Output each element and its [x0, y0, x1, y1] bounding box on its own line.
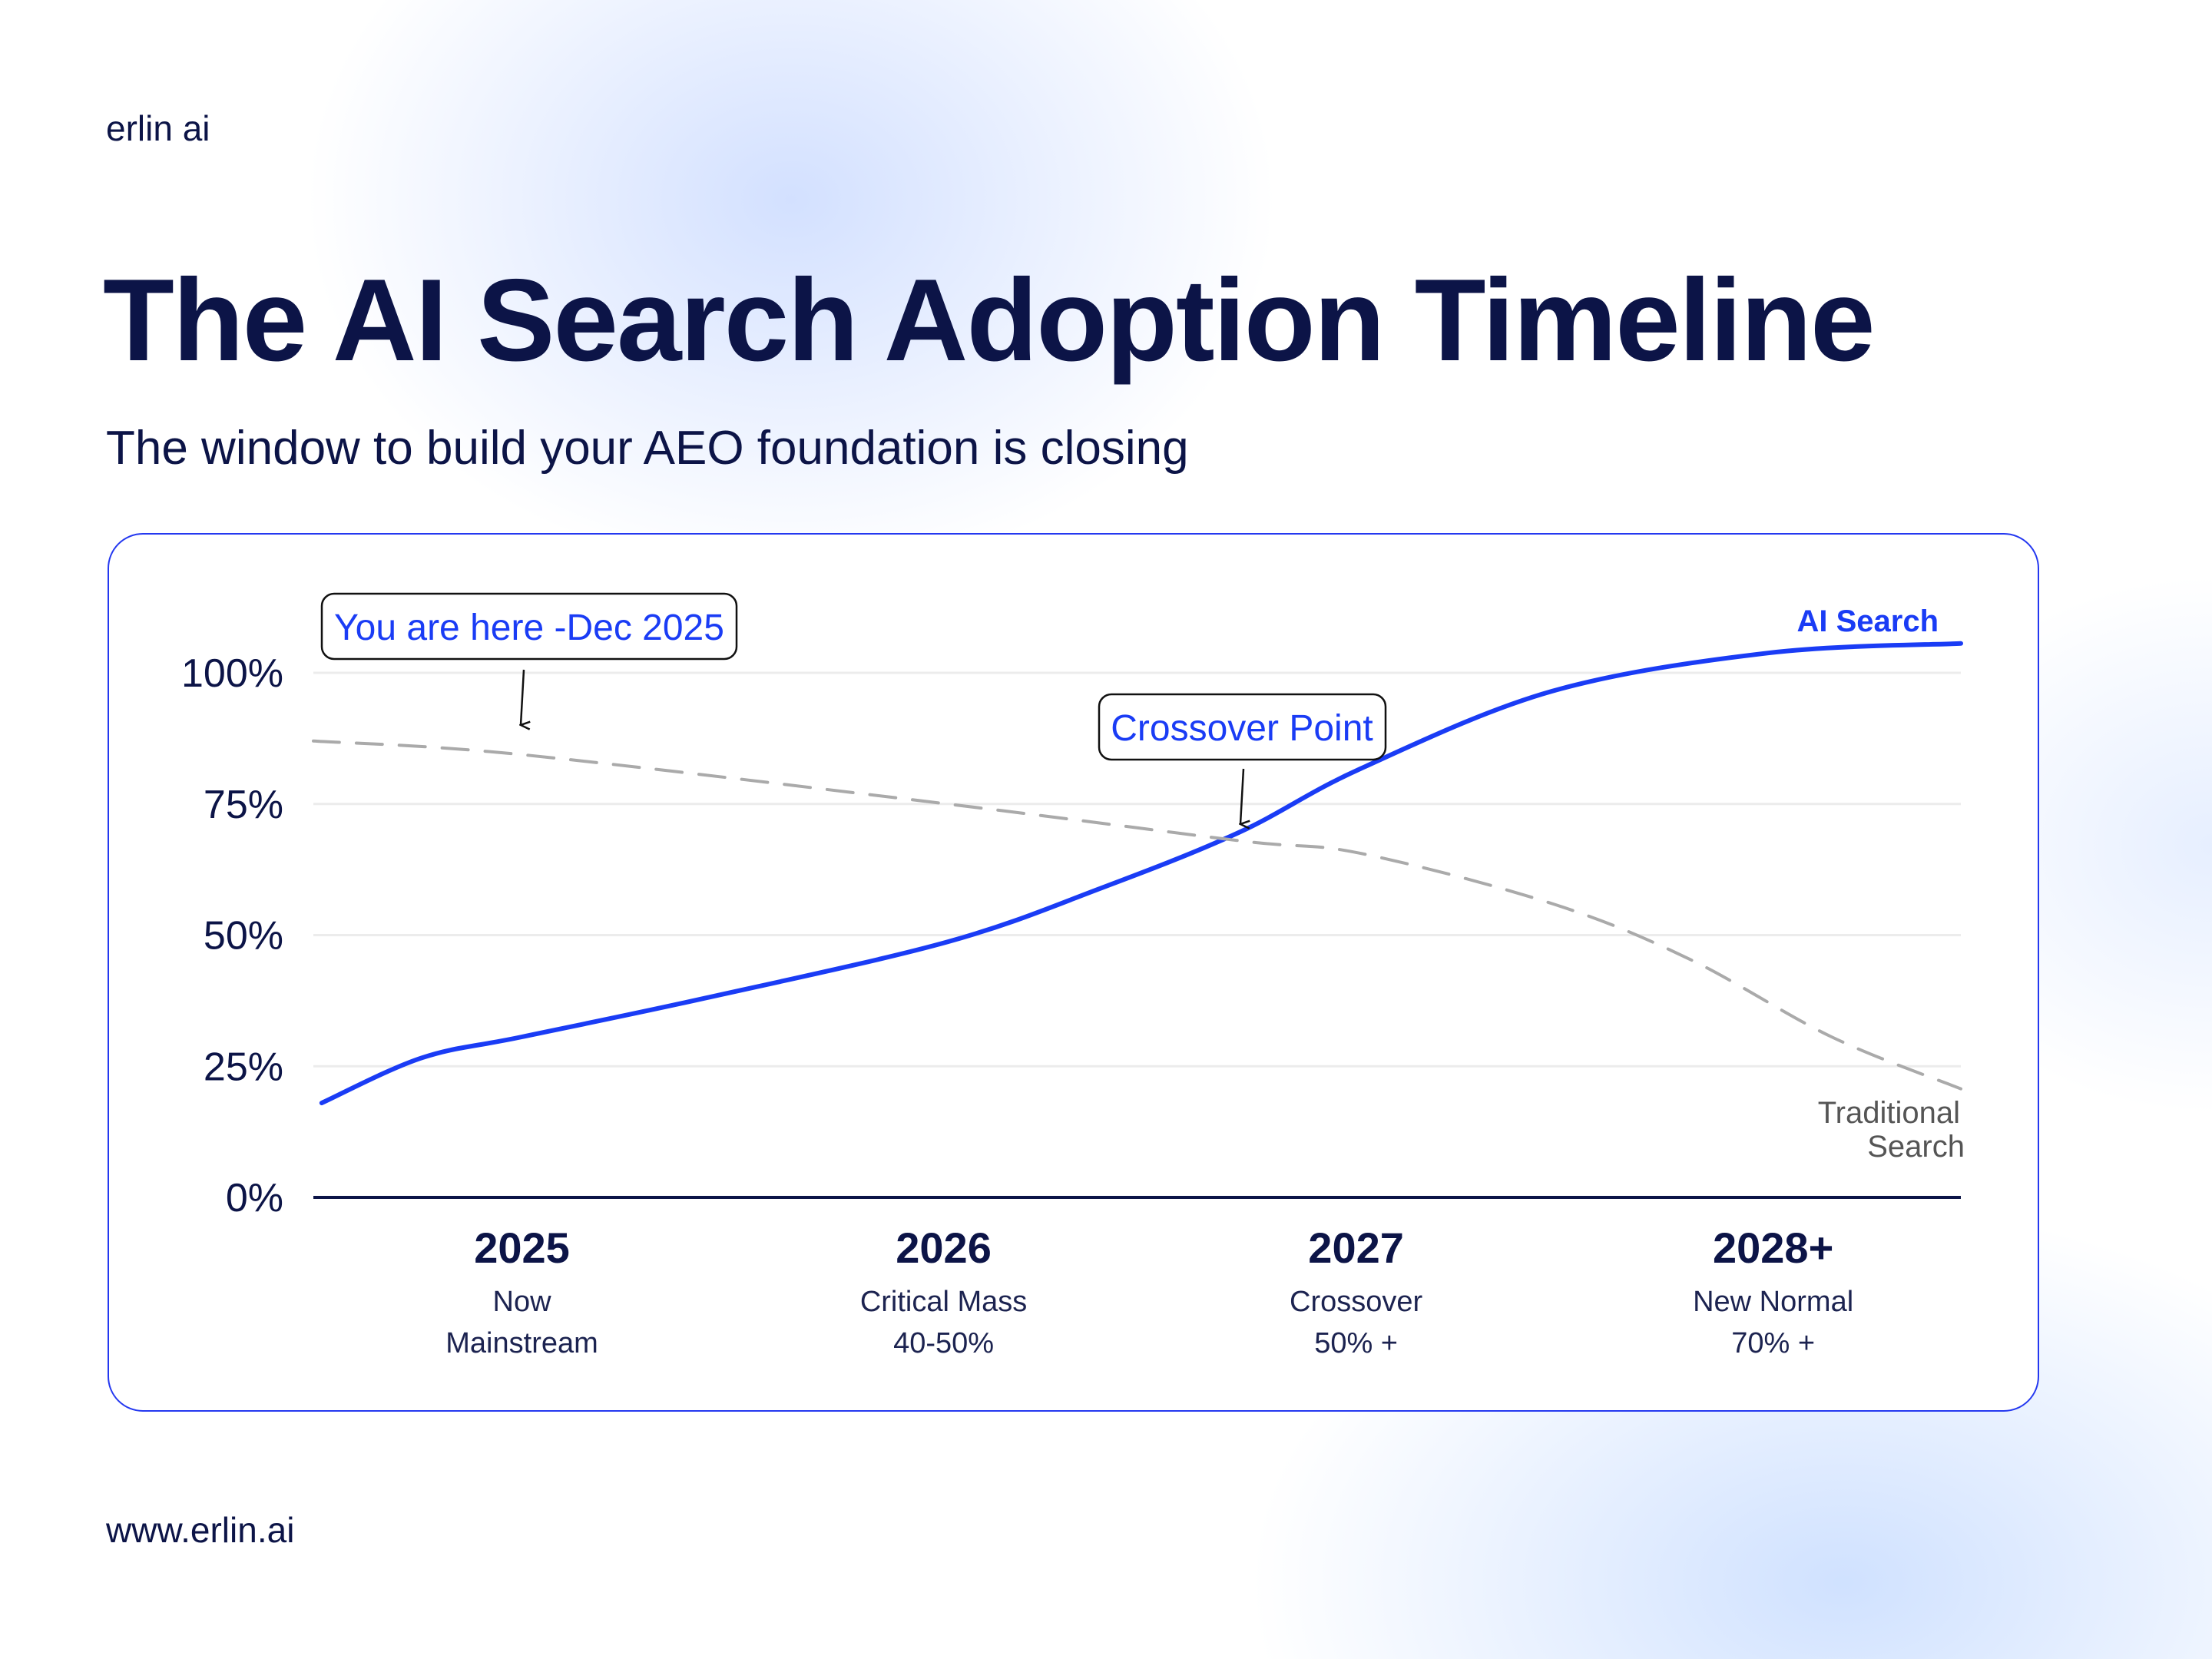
y-tick-label: 75% — [204, 783, 283, 827]
ai-search-line — [319, 641, 1963, 1106]
callout-you-are-here: You are here -Dec 2025 — [320, 592, 738, 725]
x-category-line1: Now — [493, 1286, 552, 1318]
callout-crossover-point: Crossover Point — [1098, 693, 1387, 824]
y-tick-label: 0% — [226, 1176, 283, 1220]
page-title: The AI Search Adoption Timeline — [103, 255, 1876, 386]
series-label-ai-search: AI Search — [1796, 604, 1939, 638]
x-category-year: 2028+ — [1713, 1224, 1833, 1272]
series-label-traditional-line2: Search — [1867, 1130, 1965, 1164]
brand-logo-text: erlin ai — [106, 108, 210, 148]
arrow-icon — [1240, 768, 1243, 824]
footer-url[interactable]: www.erlin.ai — [106, 1510, 295, 1550]
arrow-icon — [521, 669, 524, 725]
series-label-traditional-line1: Traditional — [1818, 1096, 1960, 1130]
x-category-line2: 70% + — [1731, 1327, 1815, 1359]
x-category-year: 2027 — [1308, 1224, 1404, 1272]
y-tick-label: 25% — [204, 1045, 283, 1089]
x-category-line1: Crossover — [1290, 1286, 1422, 1318]
x-category-line2: 40-50% — [893, 1327, 994, 1359]
x-category-line1: New Normal — [1693, 1286, 1853, 1318]
y-tick-label: 50% — [204, 914, 283, 959]
x-category-line2: Mainstream — [445, 1327, 598, 1359]
x-category-year: 2026 — [896, 1224, 992, 1272]
x-category-line2: 50% + — [1314, 1327, 1398, 1359]
y-tick-label: 100% — [181, 651, 283, 696]
callout-crossover-text: Crossover Point — [1111, 708, 1373, 749]
page-subtitle: The window to build your AEO foundation … — [106, 422, 1189, 475]
x-category-line1: Critical Mass — [860, 1286, 1027, 1318]
x-category-year: 2025 — [474, 1224, 570, 1272]
callout-you-are-here-text: You are here -Dec 2025 — [334, 608, 724, 648]
traditional-search-line — [312, 739, 1962, 1091]
